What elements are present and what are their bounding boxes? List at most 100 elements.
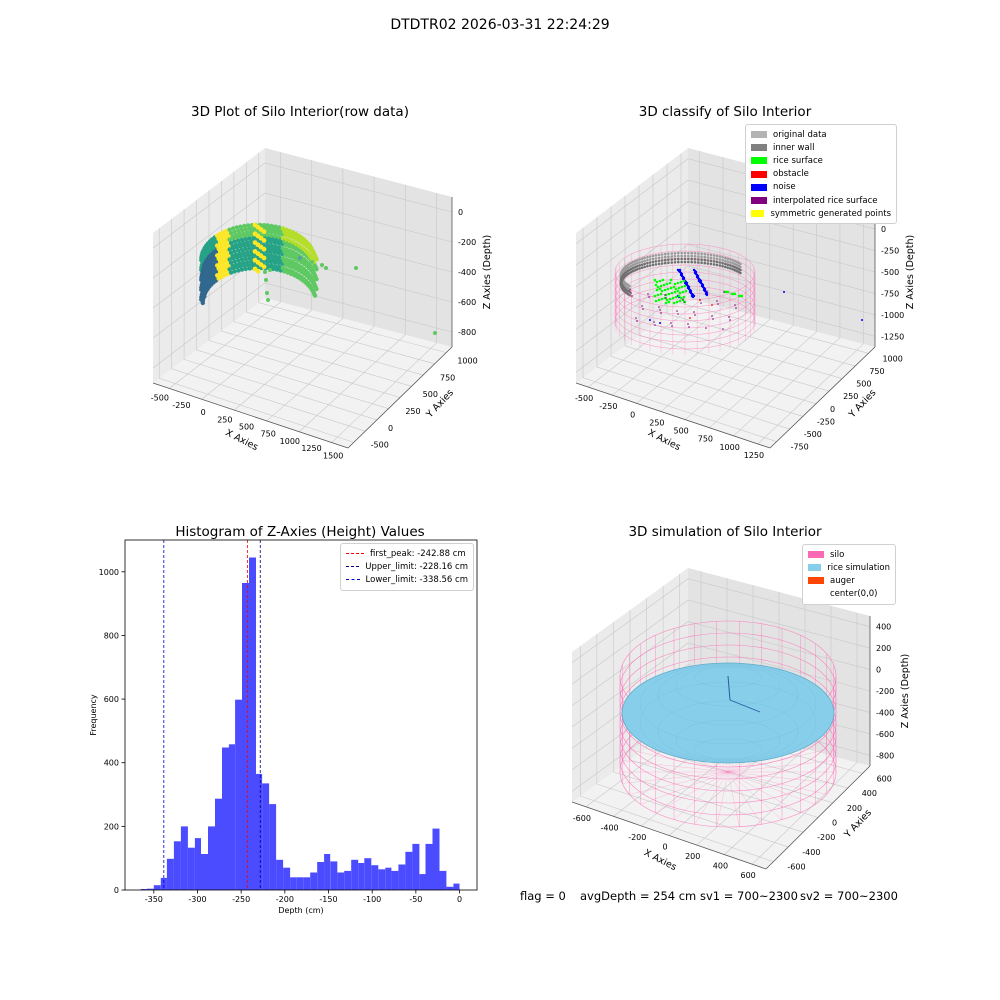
plot1-point [265,253,270,258]
histogram-bar [180,826,188,890]
plot2-point [664,301,668,305]
plot2-point [687,285,691,289]
plot4-y-tick: -400 [802,848,820,857]
histogram-bar [146,888,154,890]
plot2-point [711,304,713,306]
plot1-point [234,255,239,260]
plot2-point [658,287,662,291]
plot2-point [638,258,641,261]
plot2-point [739,262,742,266]
plot2-point [701,283,705,287]
plot2-point [697,255,700,258]
plot1-point [312,283,318,288]
plot2-point [670,291,674,295]
plot2-point [715,263,719,267]
plot1-point [239,227,245,233]
plot2-point [653,321,655,323]
plot2-point [690,257,693,261]
plot2-point [651,254,655,258]
plot2-z-label: Z Axies (Depth) [905,235,916,309]
plot2-point [726,257,730,261]
plot2-point [703,258,707,262]
plot1-point [269,223,274,229]
plot2-point [673,254,677,258]
plot3-y-tick: 0 [114,886,119,895]
plot1-z-tick: -400 [458,268,476,277]
plot2-point [653,294,657,298]
plot3-bars [140,557,460,890]
plot4-3d-simulation: -600-400-2000200400600-600-400-200020040… [571,568,911,880]
plot2-point [688,326,690,328]
plot2-point [728,316,730,318]
plot2-point [654,324,656,326]
histogram-bar [160,877,167,890]
footer-sv2: sv2 = 700~2300 [800,889,898,903]
plot1-point [268,268,272,272]
histogram-bar [425,843,433,890]
plot1-point [324,266,328,270]
legend-swatch [808,577,824,585]
plot1-z-label: Z Axies (Depth) [482,235,493,309]
plot2-point [674,287,678,291]
plot2-y-tick: -250 [817,417,835,426]
plot3-frame [124,539,478,891]
legend-swatch [751,144,767,152]
plot1-point [249,262,255,267]
plot2-point [680,257,683,261]
plot2-point [677,260,680,264]
histogram-bar [249,557,256,890]
plot4-y-tick: 600 [877,774,892,783]
plot1-point [247,236,252,241]
plot2-legend-item: symmetric generated points [751,207,891,220]
plot1-point [265,223,270,228]
plot2-point [700,302,702,304]
plot3-legend-item: Upper_limit: -228.16 cm [346,560,468,573]
plot2-point [706,253,710,256]
plot4-y-tick: 400 [862,789,877,798]
plot3-x-label: Depth (cm) [278,906,323,915]
plot4-legend: silo rice simulation auger center(0,0) [802,544,896,605]
histogram-bar [208,826,215,890]
plot1-point [224,238,229,244]
plot2-point [667,255,670,258]
plot1-point [280,256,286,261]
plot2-y-tick: 500 [856,380,871,389]
plot2-z-tick: -1250 [881,332,904,341]
plot2-point [673,282,677,286]
plot1-point [284,227,289,232]
plot2-point [657,262,661,266]
plot1-point [284,247,289,252]
plot1-point [264,278,268,282]
plot2-point [739,271,742,275]
plot1-point [261,232,267,238]
plot1-z-tick: -200 [458,238,476,247]
plot2-point [693,311,695,313]
plot2-point [682,295,686,299]
plot1-point [225,261,230,267]
plot2-legend-item: rice surface [751,154,891,167]
histogram-bar [173,841,181,890]
plot4-x-tick: -600 [573,814,591,823]
plot1-point [243,237,248,242]
plot2-point [673,252,677,255]
plot2-point [673,290,677,294]
plot2-point [655,288,659,292]
plot2-point [646,264,649,268]
plot2-point [683,260,687,264]
plot1-y-tick: 250 [405,407,420,416]
plot1-point [251,226,256,231]
plot2-point [680,285,684,289]
legend-swatch [751,157,767,165]
plot2-point [699,279,703,283]
plot1-x-tick: -250 [172,401,190,410]
plot2-point [703,255,707,259]
plot1-point [312,273,318,278]
plot2-point [649,319,651,321]
histogram-bar [235,699,243,890]
plot2-point [651,257,655,261]
plot2-point [629,289,631,291]
plot2-point [648,261,652,264]
plot2-x-tick: 250 [649,418,664,427]
plot1-point [310,260,314,264]
plot1-point [255,268,261,274]
